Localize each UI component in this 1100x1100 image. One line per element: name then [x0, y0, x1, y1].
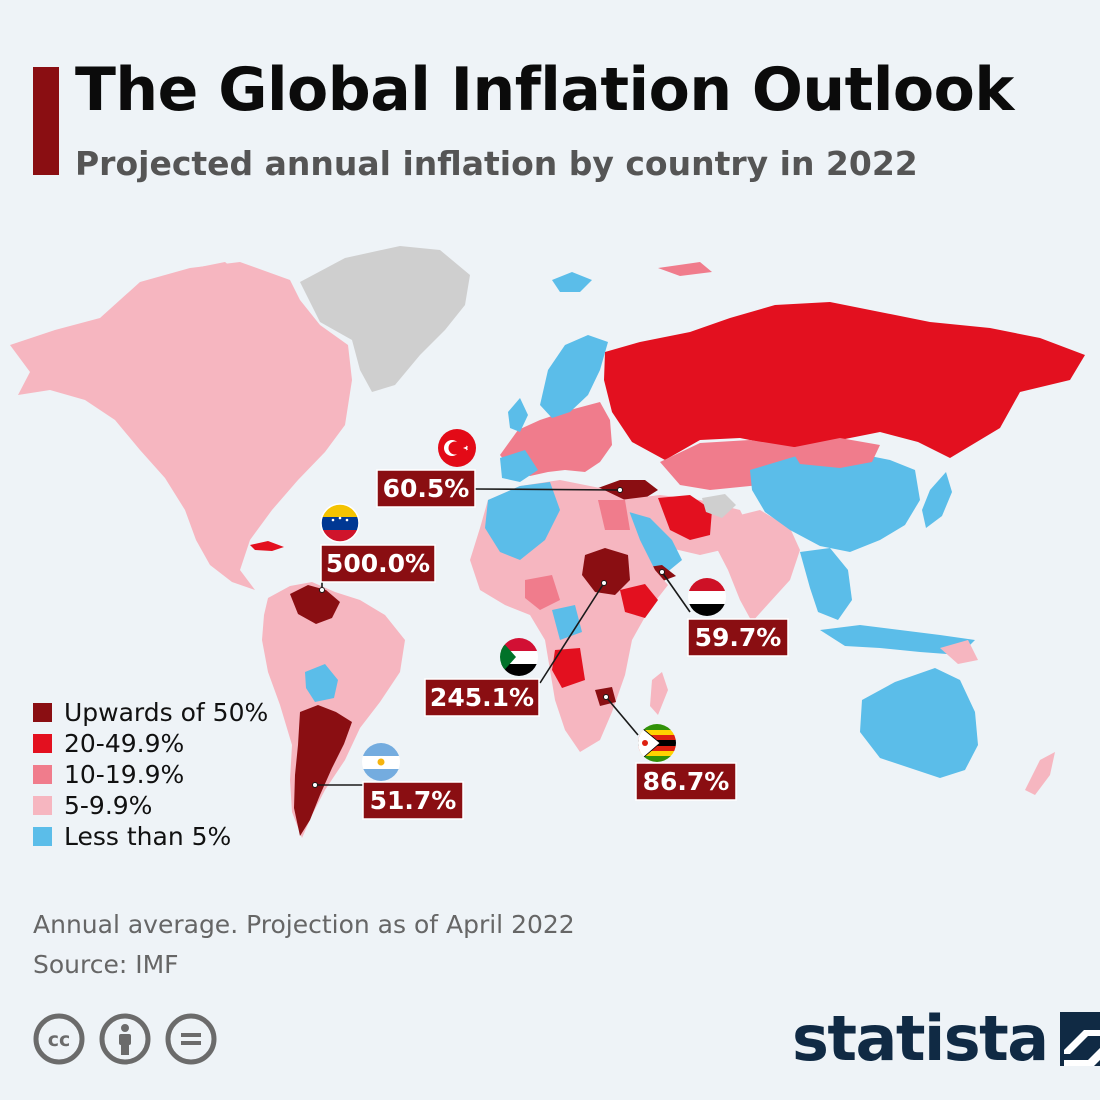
title-accent-bar [33, 67, 59, 175]
attribution-icon[interactable] [99, 1013, 151, 1065]
legend-swatch [33, 703, 52, 722]
footnotes: Annual average. Projection as of April 2… [33, 905, 575, 985]
arctic-islands-region [150, 262, 250, 304]
yemen-leader-line [661, 571, 691, 613]
turkey-leader-line [474, 488, 621, 491]
egypt-region [598, 500, 630, 530]
legend-label: 5-9.9% [64, 791, 153, 820]
uk-region [508, 398, 528, 432]
no-derivatives-icon[interactable] [165, 1013, 217, 1065]
page-title: The Global Inflation Outlook [75, 55, 1014, 125]
source-note: Source: IMF [33, 950, 179, 979]
creative-commons-icon[interactable]: cc [33, 1013, 85, 1065]
yemen-value-callout: 59.7% [687, 618, 789, 657]
india-region [715, 510, 800, 622]
zimbabwe-leader-line [605, 696, 639, 736]
page-subtitle: Projected annual inflation by country in… [75, 144, 918, 183]
legend-label: Upwards of 50% [64, 698, 269, 727]
argentina-flag-icon [362, 743, 400, 781]
legend-swatch [33, 765, 52, 784]
central-africa-region [552, 605, 582, 640]
png-region [940, 640, 978, 664]
west-africa-region [525, 575, 560, 610]
sudan-value-callout: 245.1% [424, 678, 540, 717]
legend-item: 20-49.9% [33, 728, 268, 759]
scandinavia-region [540, 335, 608, 418]
china-region [750, 452, 920, 552]
venezuela-region [290, 585, 340, 624]
afghanistan-region [702, 494, 736, 518]
sudan-value: 245.1% [430, 683, 534, 712]
sudan-region [582, 548, 630, 595]
statista-logo[interactable]: statista [792, 1002, 1100, 1075]
svalbard-region [658, 262, 712, 276]
venezuela-flag-icon [320, 503, 360, 543]
projection-note: Annual average. Projection as of April 2… [33, 910, 575, 939]
legend-item: 10-19.9% [33, 759, 268, 790]
iberia-region [500, 450, 538, 482]
japan-region [922, 472, 952, 528]
madagascar-region [650, 672, 668, 715]
iran-region [658, 495, 712, 540]
zimbabwe-value-callout: 86.7% [635, 762, 737, 801]
world-map: 60.5% 500.0% 59.7% 245.1% 86.7% 51.7% [10, 246, 1085, 838]
southeast-asia-region [800, 548, 852, 620]
legend-item: Less than 5% [33, 821, 268, 852]
venezuela-value: 500.0% [326, 549, 430, 578]
turkey-flag-icon [438, 429, 476, 467]
greenland-region [300, 246, 470, 392]
svg-text:cc: cc [48, 1029, 71, 1051]
argentina-value: 51.7% [370, 786, 457, 815]
zimbabwe-value: 86.7% [643, 767, 730, 796]
bolivia-region [305, 664, 338, 702]
ethiopia-region [620, 584, 658, 618]
yemen-flag-icon [688, 578, 726, 616]
statista-mark-icon [1059, 1011, 1100, 1066]
zimbabwe-flag-icon [638, 724, 676, 762]
brand-name: statista [792, 1002, 1049, 1075]
argentina-region [294, 705, 352, 836]
angola-region [552, 648, 585, 688]
north-africa-region [485, 482, 560, 560]
sudan-flag-icon [500, 638, 538, 676]
sudan-leader-line [539, 582, 605, 684]
cuba-region [250, 541, 284, 551]
venezuela-value-callout: 500.0% [320, 544, 436, 583]
russia-region [604, 302, 1085, 460]
mongolia-region [790, 438, 880, 468]
legend-label: Less than 5% [64, 822, 232, 851]
north-america-region [10, 262, 352, 590]
legend-swatch [33, 734, 52, 753]
yemen-value: 59.7% [695, 623, 782, 652]
license-icons: cc [33, 1013, 217, 1065]
legend-swatch [33, 796, 52, 815]
legend: Upwards of 50% 20-49.9% 10-19.9% 5-9.9% … [33, 697, 268, 852]
legend-swatch [33, 827, 52, 846]
new-zealand-region [1025, 752, 1055, 795]
legend-label: 10-19.9% [64, 760, 185, 789]
australia-region [860, 668, 978, 778]
argentina-value-callout: 51.7% [362, 781, 464, 820]
indonesia-region [820, 625, 975, 655]
legend-item: Upwards of 50% [33, 697, 268, 728]
turkey-value: 60.5% [383, 474, 470, 503]
legend-item: 5-9.9% [33, 790, 268, 821]
legend-label: 20-49.9% [64, 729, 185, 758]
iceland-region [552, 272, 592, 292]
turkey-value-callout: 60.5% [376, 469, 476, 508]
